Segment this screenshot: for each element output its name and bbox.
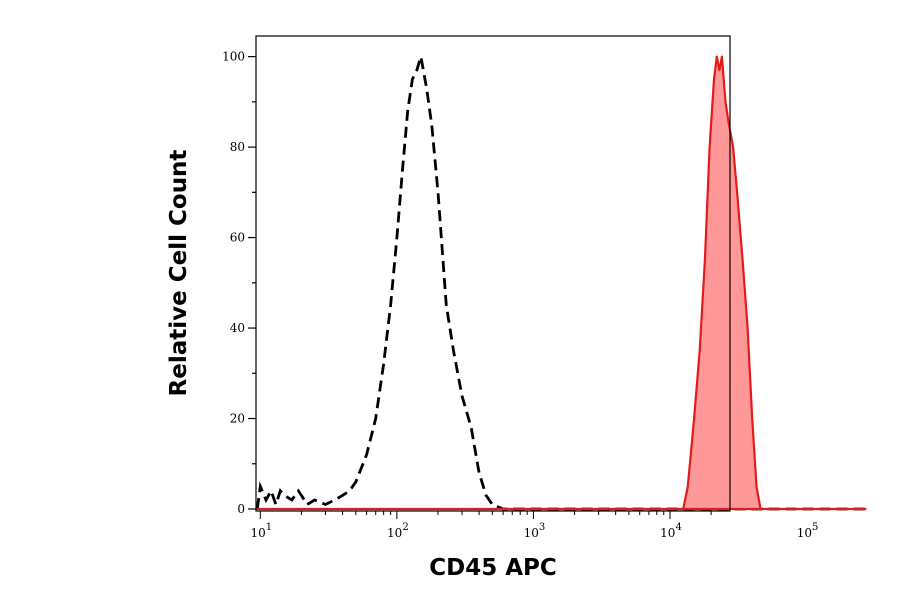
y-tick-label: 20 [230, 412, 245, 426]
y-tick-label: 0 [237, 502, 245, 516]
series-1-area [256, 55, 867, 511]
x-tick-label: 101 [250, 522, 272, 540]
y-tick-label: 80 [230, 140, 245, 154]
y-axis-title: Relative Cell Count [166, 150, 192, 397]
y-tick-label: 100 [222, 50, 245, 64]
y-tick-label: 40 [230, 321, 245, 335]
x-tick-label: 104 [660, 522, 682, 540]
x-tick-label: 105 [797, 522, 819, 540]
x-axis: 101 102 103 104 105 [250, 511, 818, 540]
y-axis: 0 20 40 60 80 100 [222, 50, 256, 516]
x-tick-label: 102 [387, 522, 409, 540]
x-tick-label: 103 [524, 522, 546, 540]
plot-frame [255, 35, 731, 512]
x-axis-title: CD45 APC [429, 555, 557, 581]
series-layer [255, 55, 867, 511]
series-0-line [255, 56, 866, 511]
y-tick-label: 60 [230, 231, 245, 245]
